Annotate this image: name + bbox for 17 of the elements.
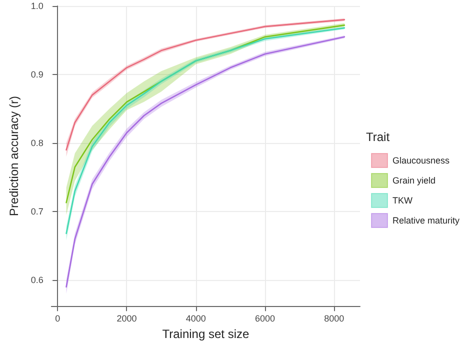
x-tick-label: 0 xyxy=(55,314,60,324)
y-tick-label: 0.7 xyxy=(30,206,44,217)
x-tick-label: 4000 xyxy=(186,314,206,324)
legend-title: Trait xyxy=(366,130,390,144)
legend-label: Glaucousness xyxy=(392,156,450,166)
x-tick-label: 6000 xyxy=(254,314,275,324)
y-tick-label: 1.0 xyxy=(30,1,44,11)
y-tick-label: 0.8 xyxy=(30,138,44,148)
y-axis-title: Prediction accuracy (r) xyxy=(7,96,21,216)
x-tick-label: 2000 xyxy=(116,314,137,324)
y-tick-label: 0.9 xyxy=(30,70,44,80)
y-tick-label: 0.6 xyxy=(30,275,44,286)
legend-label: Grain yield xyxy=(392,176,436,186)
x-axis-title: Training set size xyxy=(162,327,250,341)
x-tick-label: 8000 xyxy=(324,314,344,324)
legend-label: TKW xyxy=(392,196,413,206)
legend-label: Relative maturity xyxy=(392,216,460,226)
